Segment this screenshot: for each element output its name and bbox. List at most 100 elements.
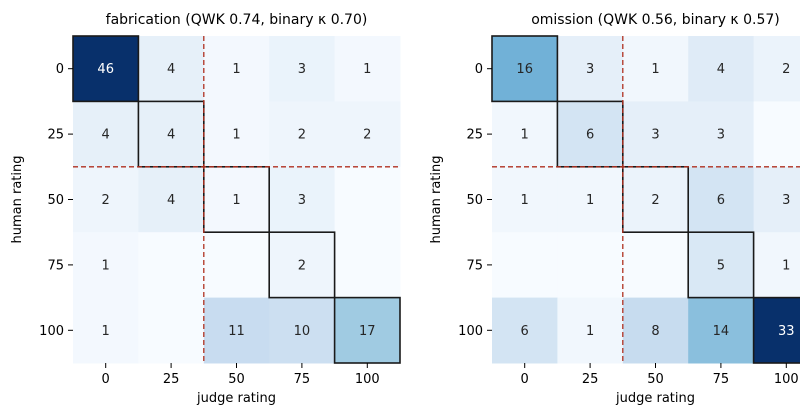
y-tick-label: 50	[47, 193, 64, 208]
heatmap-cell	[334, 232, 401, 299]
cell-value-label: 4	[167, 128, 175, 143]
heatmap-cell	[557, 297, 624, 364]
cell-value-label: 6	[521, 324, 529, 339]
heatmap-cell	[334, 166, 401, 233]
y-tick-label: 100	[39, 324, 64, 339]
cell-value-label: 4	[167, 62, 175, 77]
heatmap-cell	[622, 166, 689, 233]
y-tick-label: 100	[458, 324, 483, 339]
chart-title: fabrication (QWK 0.74, binary κ 0.70)	[106, 12, 368, 28]
y-tick-label: 25	[47, 128, 64, 143]
cell-value-label: 4	[102, 128, 110, 143]
heatmap-cell	[203, 297, 270, 364]
cell-value-label: 1	[586, 324, 594, 339]
cell-value-label: 14	[713, 324, 730, 339]
cell-value-label: 3	[586, 62, 594, 77]
diagonal-outline	[268, 231, 336, 299]
heatmap-cell	[138, 36, 205, 102]
cell-value-label: 1	[782, 258, 790, 273]
heatmap-cell	[492, 232, 558, 299]
x-tick-label: 0	[521, 372, 529, 387]
heatmap-cell	[622, 297, 689, 364]
y-axis-label: human rating	[429, 156, 444, 244]
y-axis-label: human rating	[10, 156, 25, 244]
cell-value-label: 2	[651, 193, 659, 208]
cell-value-label: 1	[651, 62, 659, 77]
heatmap-cell	[203, 36, 270, 102]
y-tick-label: 0	[56, 62, 64, 77]
heatmap-cell	[622, 232, 689, 299]
y-tick-label: 25	[466, 128, 483, 143]
heatmap-cell	[73, 101, 139, 168]
heatmap-omission: omission (QWK 0.56, binary κ 0.57)16 3 1 4 2…	[429, 12, 800, 406]
cell-value-label: 2	[782, 62, 790, 77]
heatmap-cell	[269, 36, 336, 102]
cell-value-label: 2	[102, 193, 110, 208]
x-tick-label: 100	[774, 372, 799, 387]
cell-value-label: 6	[717, 193, 725, 208]
x-tick-label: 75	[294, 372, 311, 387]
diagonal-outline	[687, 231, 755, 299]
x-tick-label: 50	[228, 372, 245, 387]
cell-value-label: 4	[167, 193, 175, 208]
chart-title: omission (QWK 0.56, binary κ 0.57)	[531, 12, 780, 28]
heatmap-cell	[203, 232, 270, 299]
cell-value-label: 16	[516, 62, 533, 77]
cell-value-label: 3	[651, 128, 659, 143]
x-tick-label: 50	[647, 372, 664, 387]
cell-value-label: 6	[586, 128, 594, 143]
cell-value-label: 1	[521, 193, 529, 208]
heatmap-cell	[269, 297, 336, 364]
cell-value-label: 46	[97, 62, 114, 77]
heatmap-cell	[203, 101, 270, 168]
heatmap-fabrication: fabrication (QWK 0.74, binary κ 0.70) 46 4…	[10, 12, 401, 406]
cell-value-label: 1	[102, 324, 110, 339]
heatmap-cell	[269, 232, 336, 299]
heatmap-cell	[622, 36, 689, 102]
cell-value-label: 1	[232, 62, 240, 77]
x-tick-label: 75	[713, 372, 730, 387]
cell-value-label: 1	[232, 193, 240, 208]
cell-value-label: 11	[228, 324, 245, 339]
heatmap-cell	[688, 101, 755, 168]
x-tick-label: 100	[355, 372, 380, 387]
heatmap-cell	[753, 101, 800, 168]
heatmap-cell	[203, 166, 270, 233]
heatmap-cell	[557, 101, 624, 168]
cell-value-label: 2	[298, 258, 306, 273]
y-tick-label: 50	[466, 193, 483, 208]
cell-value-label: 17	[359, 324, 376, 339]
cell-value-label: 2	[298, 128, 306, 143]
x-tick-label: 25	[582, 372, 599, 387]
heatmap-cell	[557, 166, 624, 233]
heatmap-cell	[269, 101, 336, 168]
heatmap-cell	[557, 36, 624, 102]
heatmap-cell	[73, 232, 139, 299]
heatmap-cell	[622, 101, 689, 168]
heatmap-cell	[688, 36, 755, 102]
cell-value-label: 10	[294, 324, 311, 339]
cell-value-label: 1	[521, 128, 529, 143]
cell-value-label: 4	[717, 62, 725, 77]
cell-value-label: 3	[717, 128, 725, 143]
y-tick-label: 0	[475, 62, 483, 77]
heatmap-cell	[138, 297, 205, 364]
heatmap-cell	[492, 101, 558, 168]
heatmap-cell	[138, 166, 205, 233]
cell-value-label: 8	[651, 324, 659, 339]
heatmap-cell	[334, 101, 401, 168]
heatmap-cell	[688, 232, 755, 299]
y-tick-label: 75	[47, 258, 64, 273]
heatmap-cell	[138, 232, 205, 299]
heatmap-cell	[688, 166, 755, 233]
heatmap-cell	[753, 36, 800, 102]
heatmap-cell	[557, 232, 624, 299]
x-tick-label: 25	[163, 372, 180, 387]
cell-value-label: 5	[717, 258, 725, 273]
cell-value-label: 2	[363, 128, 371, 143]
heatmap-cell	[753, 166, 800, 233]
x-axis-label: judge rating	[196, 391, 276, 406]
heatmap-cell	[73, 36, 139, 102]
heatmap-cell	[73, 166, 139, 233]
